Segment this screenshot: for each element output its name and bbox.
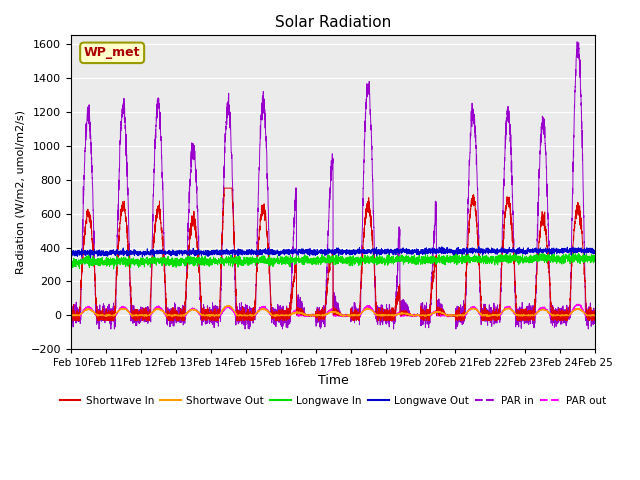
Legend: Shortwave In, Shortwave Out, Longwave In, Longwave Out, PAR in, PAR out: Shortwave In, Shortwave Out, Longwave In…: [56, 392, 611, 410]
Y-axis label: Radiation (W/m2, umol/m2/s): Radiation (W/m2, umol/m2/s): [15, 110, 25, 275]
Text: WP_met: WP_met: [84, 47, 140, 60]
Title: Solar Radiation: Solar Radiation: [275, 15, 391, 30]
X-axis label: Time: Time: [317, 374, 348, 387]
